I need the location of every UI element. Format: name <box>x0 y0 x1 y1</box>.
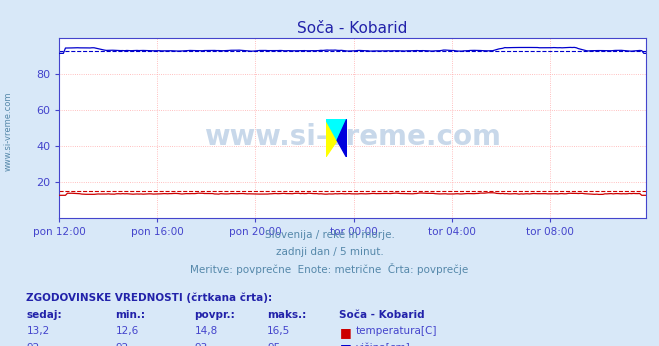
Text: 95: 95 <box>267 343 280 346</box>
Text: 92: 92 <box>115 343 129 346</box>
Text: Slovenija / reke in morje.: Slovenija / reke in morje. <box>264 230 395 240</box>
Polygon shape <box>337 119 347 157</box>
Text: 12,6: 12,6 <box>115 326 138 336</box>
Text: 14,8: 14,8 <box>194 326 217 336</box>
Text: Meritve: povprečne  Enote: metrične  Črta: povprečje: Meritve: povprečne Enote: metrične Črta:… <box>190 263 469 275</box>
Text: Soča - Kobarid: Soča - Kobarid <box>339 310 425 320</box>
Text: 16,5: 16,5 <box>267 326 290 336</box>
Text: 13,2: 13,2 <box>26 326 49 336</box>
Text: 92: 92 <box>26 343 40 346</box>
Text: povpr.:: povpr.: <box>194 310 235 320</box>
Text: ■: ■ <box>339 326 351 339</box>
Text: www.si-vreme.com: www.si-vreme.com <box>204 123 501 151</box>
Text: min.:: min.: <box>115 310 146 320</box>
Text: temperatura[C]: temperatura[C] <box>356 326 438 336</box>
Polygon shape <box>326 119 347 140</box>
Text: zadnji dan / 5 minut.: zadnji dan / 5 minut. <box>275 247 384 257</box>
Text: maks.:: maks.: <box>267 310 306 320</box>
Text: višina[cm]: višina[cm] <box>356 343 411 346</box>
Text: sedaj:: sedaj: <box>26 310 62 320</box>
Polygon shape <box>326 119 337 157</box>
Title: Soča - Kobarid: Soča - Kobarid <box>297 20 408 36</box>
Text: www.si-vreme.com: www.si-vreme.com <box>4 92 13 171</box>
Text: ■: ■ <box>339 343 351 346</box>
Text: ZGODOVINSKE VREDNOSTI (črtkana črta):: ZGODOVINSKE VREDNOSTI (črtkana črta): <box>26 292 272 303</box>
Text: 93: 93 <box>194 343 208 346</box>
